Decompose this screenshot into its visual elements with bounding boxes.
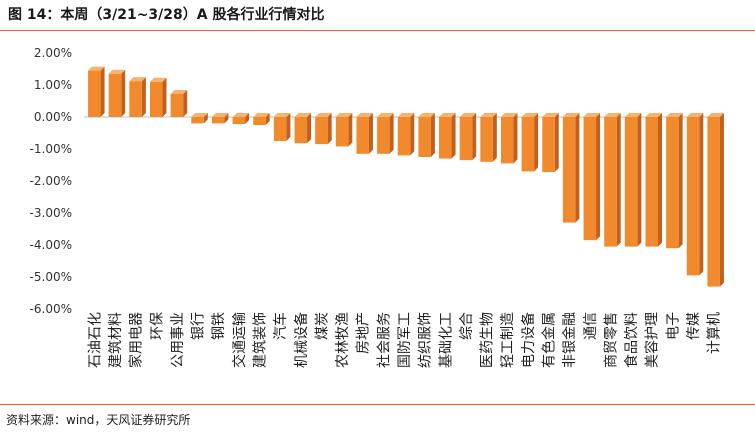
bar — [88, 66, 105, 117]
bar — [335, 113, 353, 147]
x-tick-label: 电子 — [665, 312, 681, 340]
bar-series — [88, 66, 724, 287]
x-tick-label: 轻工制造 — [500, 312, 516, 368]
bar — [211, 113, 229, 124]
bar — [542, 113, 559, 173]
bar — [583, 113, 601, 241]
bar — [459, 113, 477, 161]
bar — [377, 113, 394, 154]
x-tick-label: 交通运输 — [231, 312, 248, 368]
x-tick-label: 传媒 — [686, 312, 702, 340]
bar — [315, 113, 332, 145]
x-tick-label: 机械设备 — [293, 312, 310, 368]
bar — [397, 113, 415, 156]
bar — [666, 113, 683, 249]
x-tick-label: 煤炭 — [314, 312, 330, 340]
x-tick-label: 公用事业 — [170, 312, 186, 368]
bar-chart: 2.00% 1.00% 0.00% -1.00% -2.00% -3.00% -4.00% -… — [30, 46, 724, 368]
x-tick-label: 家用电器 — [128, 312, 145, 368]
x-tick-label: 房地产 — [356, 312, 372, 354]
bar — [170, 89, 188, 117]
y-tick-label: -6.00% — [30, 302, 72, 316]
x-tick-label: 建筑材料 — [108, 312, 124, 368]
y-tick-label: -3.00% — [30, 206, 72, 220]
figure-title: 图 14：本周（3/21~3/28）A 股各行业行情对比 — [8, 7, 325, 23]
title-divider — [0, 30, 755, 31]
y-tick-label: 0.00% — [34, 110, 72, 124]
x-tick-label: 基础化工 — [437, 312, 454, 368]
x-tick-label: 综合 — [459, 312, 475, 340]
bar — [150, 77, 167, 117]
bar — [439, 113, 456, 159]
bar — [294, 113, 312, 144]
bar — [707, 113, 724, 287]
bar — [604, 113, 621, 247]
x-tick-label: 商贸零售 — [603, 312, 619, 368]
x-tick-label: 汽车 — [272, 312, 289, 340]
footer-divider — [0, 404, 755, 405]
bar — [521, 113, 539, 172]
bar — [562, 113, 580, 223]
x-tick-label: 建筑装饰 — [252, 312, 268, 368]
bar — [645, 113, 662, 247]
y-tick-label: -5.00% — [30, 270, 72, 284]
y-tick-label: -4.00% — [30, 238, 72, 252]
x-tick-label: 钢铁 — [211, 312, 227, 340]
bar — [356, 113, 373, 154]
bar — [253, 113, 270, 125]
x-tick-label: 社会服务 — [376, 312, 392, 368]
x-tick-label: 食品饮料 — [623, 312, 640, 368]
x-tick-label: 非银金融 — [562, 312, 578, 368]
x-tick-label: 农林牧渔 — [335, 312, 351, 368]
x-axis-ticks: 石油石化 建筑材料 家用电器 环保 公用事业 银行 钢铁 交通运输 建筑装饰 汽车 机械设备 煤炭 农林… — [87, 312, 722, 368]
x-tick-label: 电力设备 — [520, 312, 537, 368]
bar — [686, 113, 704, 276]
bar — [480, 113, 497, 162]
bar — [191, 113, 208, 124]
x-tick-label: 美容护理 — [644, 312, 661, 368]
y-tick-label: 2.00% — [34, 46, 72, 60]
x-tick-label: 纺织服饰 — [418, 312, 434, 368]
y-axis-ticks: 2.00% 1.00% 0.00% -1.00% -2.00% -3.00% -4.00% -… — [30, 46, 72, 316]
bar — [624, 113, 642, 247]
bar — [108, 69, 126, 117]
y-tick-label: 1.00% — [34, 78, 72, 92]
bar — [500, 113, 518, 164]
bar — [232, 113, 250, 125]
x-tick-label: 计算机 — [707, 312, 723, 354]
bar — [418, 113, 435, 157]
x-tick-label: 石油石化 — [87, 312, 103, 368]
x-tick-label: 银行 — [191, 312, 207, 340]
bar — [129, 77, 146, 117]
bar — [273, 113, 291, 141]
x-tick-label: 环保 — [149, 312, 165, 340]
x-tick-label: 国防军工 — [397, 312, 413, 368]
x-tick-label: 医药生物 — [480, 312, 496, 368]
source-note: 资料来源：wind，天风证券研究所 — [6, 413, 191, 427]
x-tick-label: 有色金属 — [541, 312, 558, 368]
y-tick-label: -1.00% — [30, 142, 72, 156]
x-tick-label: 通信 — [583, 312, 599, 340]
y-tick-label: -2.00% — [30, 174, 72, 188]
